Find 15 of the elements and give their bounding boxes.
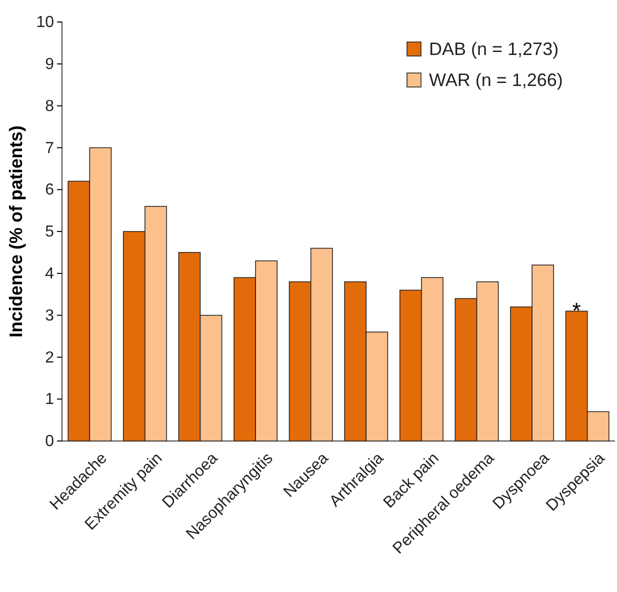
y-tick-label: 6 — [45, 182, 54, 199]
legend-label: WAR (n = 1,266) — [429, 70, 563, 90]
y-tick-label: 9 — [45, 56, 54, 74]
y-tick-label: 4 — [45, 266, 54, 283]
y-tick-label: 8 — [45, 98, 54, 115]
y-tick-label: 2 — [45, 349, 54, 366]
y-tick-label: 0 — [45, 433, 54, 450]
legend-label: DAB (n = 1,273) — [429, 39, 559, 59]
y-tick-label: 3 — [45, 307, 54, 324]
y-tick-label: 5 — [45, 224, 54, 241]
annotation: * — [572, 298, 582, 324]
y-tick-label: 10 — [36, 14, 54, 32]
y-axis-title: Incidence (% of patients) — [6, 125, 26, 338]
y-tick-label: 1 — [45, 391, 54, 408]
y-tick-label: 7 — [45, 140, 54, 157]
